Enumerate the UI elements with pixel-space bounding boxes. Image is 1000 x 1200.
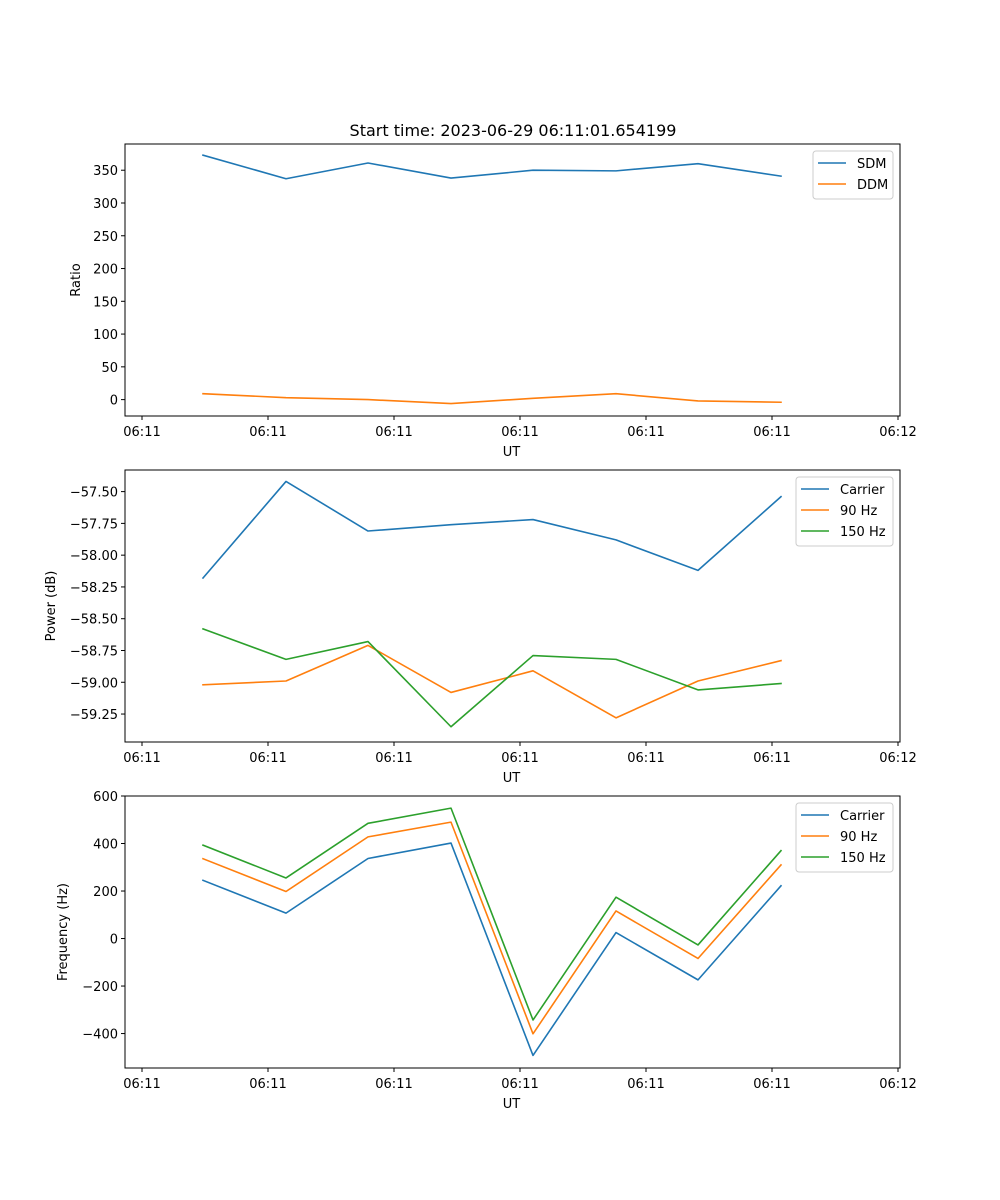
legend-label: SDM [857,157,886,172]
legend-box [795,476,894,547]
y-tick-label: 350 [93,164,118,179]
series-line-150-hz [201,627,782,728]
x-tick-label: 06:11 [123,1077,160,1092]
x-tick-label: 06:11 [753,1077,790,1092]
x-tick-label: 06:11 [627,1077,664,1092]
y-tick-label: 250 [93,230,118,245]
x-tick-label: 06:11 [249,425,286,440]
x-tick-label: 06:12 [879,1077,916,1092]
plot-frame [124,143,901,417]
y-tick-label: −400 [82,1028,118,1043]
x-tick-label: 06:11 [123,425,160,440]
legend-label: Carrier [840,483,885,498]
legend-label: DDM [857,178,888,193]
y-axis-label: Power (dB) [44,571,59,642]
x-tick-label: 06:11 [501,751,538,766]
x-tick-label: 06:11 [627,751,664,766]
x-tick-label: 06:11 [753,751,790,766]
y-tick-label: −58.75 [70,644,118,659]
y-tick-label: 100 [93,328,118,343]
panels: 06:11 06:11 06:11 06:11 06:11 06:11 06:12 0 50 10… [44,143,917,1112]
y-tick-label: 150 [93,295,118,310]
legend-label: 150 Hz [840,525,886,540]
x-tick-label: 06:11 [375,425,412,440]
legend-label: 150 Hz [840,851,886,866]
x-tick-label: 06:11 [753,425,790,440]
series-line-carrier [201,842,783,1057]
x-tick-label: 06:11 [501,1077,538,1092]
plot-frame [124,469,901,743]
x-tick-label: 06:11 [375,751,412,766]
x-tick-label: 06:11 [123,751,160,766]
x-axis-label: UT [503,1097,521,1112]
x-axis-label: UT [503,445,521,460]
series-line-carrier [201,480,783,580]
y-axis-label: Frequency (Hz) [56,883,71,981]
y-tick-label: −59.00 [70,676,118,691]
y-tick-label: −57.50 [70,486,118,501]
legend: SDM DDM [812,150,894,200]
y-tick-label: 400 [93,838,118,853]
chart-panel-3: 06:11 06:11 06:11 06:11 06:11 06:11 06:12 −400 −… [56,790,917,1112]
series-line-90-hz [201,821,783,1035]
y-tick-label: 0 [110,933,118,948]
y-tick-label: 200 [93,263,118,278]
y-tick-label: 0 [110,394,118,409]
x-tick-label: 06:12 [879,425,916,440]
x-tick-label: 06:12 [879,751,916,766]
legend-label: 90 Hz [840,830,877,845]
y-tick-label: 50 [101,361,118,376]
chart-panel-2: 06:11 06:11 06:11 06:11 06:11 06:11 06:12 −59.2… [44,469,917,786]
y-axis-label: Ratio [69,263,84,296]
x-tick-label: 06:11 [249,751,286,766]
x-axis-label: UT [503,771,521,786]
plot-frame [124,795,901,1069]
x-tick-label: 06:11 [375,1077,412,1092]
series-line-sdm [202,154,782,180]
series-line-90-hz [202,644,782,719]
legend: Carrier 90 Hz 150 Hz [795,802,894,873]
y-tick-label: 300 [93,197,118,212]
figure-title: Start time: 2023-06-29 06:11:01.654199 [350,121,677,140]
y-tick-label: −58.50 [70,613,118,628]
chart-panel-1: 06:11 06:11 06:11 06:11 06:11 06:11 06:12 0 50 10… [69,143,917,460]
y-tick-label: 200 [93,885,118,900]
series-line-ddm [202,392,782,405]
y-tick-label: −59.25 [70,708,118,723]
x-tick-label: 06:11 [627,425,664,440]
y-tick-label: −57.75 [70,517,118,532]
legend-label: 90 Hz [840,504,877,519]
y-tick-label: −58.00 [70,549,118,564]
y-tick-label: 600 [93,790,118,805]
series-line-150-hz [201,807,783,1021]
legend-label: Carrier [840,809,885,824]
legend-box [795,802,894,873]
x-tick-label: 06:11 [249,1077,286,1092]
legend: Carrier 90 Hz 150 Hz [795,476,894,547]
y-tick-label: −58.25 [70,581,118,596]
y-tick-label: −200 [82,980,118,995]
x-tick-label: 06:11 [501,425,538,440]
